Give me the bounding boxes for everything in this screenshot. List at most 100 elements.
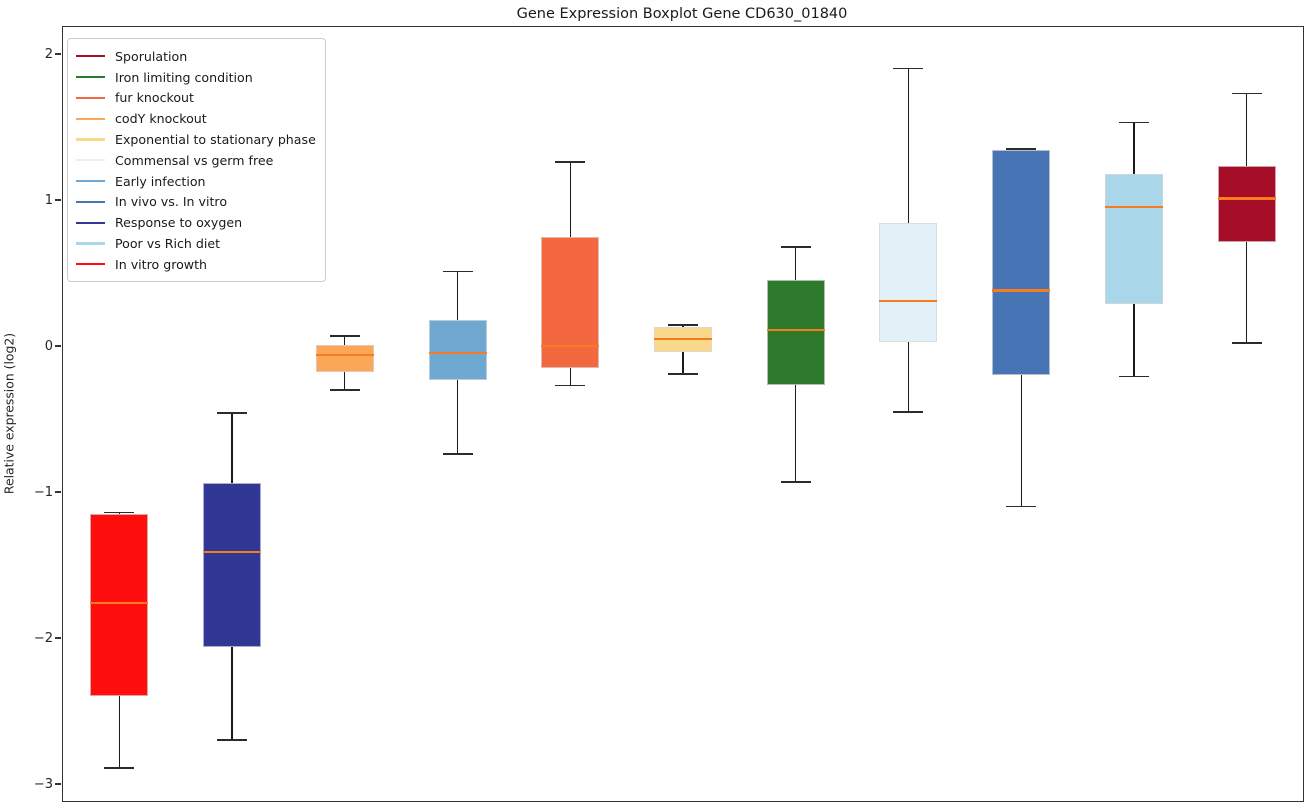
legend-item: Commensal vs germ free [76, 150, 316, 171]
whisker-cap-lower [217, 739, 248, 742]
whisker-cap-upper [1118, 121, 1149, 124]
whisker-lower [231, 646, 233, 741]
median-line [90, 601, 149, 605]
median-line [1104, 206, 1163, 209]
whisker-cap-upper [442, 270, 473, 273]
legend-color-swatch [76, 76, 105, 79]
legend-color-swatch [76, 200, 105, 204]
legend-color-swatch [76, 159, 105, 162]
y-tick-label: −2 [33, 630, 53, 646]
y-tick-mark [55, 637, 61, 639]
boxplot-box [879, 223, 938, 342]
median-line [315, 353, 374, 356]
legend-item: Early infection [76, 171, 316, 192]
whisker-cap-lower [1231, 342, 1262, 344]
legend: Sporulation Iron limiting condition fur kn… [67, 38, 326, 282]
whisker-cap-lower [1006, 505, 1037, 508]
whisker-cap-lower [780, 481, 811, 483]
legend-label: Exponential to stationary phase [115, 132, 316, 148]
median-line [1217, 197, 1276, 200]
whisker-lower [344, 372, 346, 390]
whisker-cap-upper [555, 161, 586, 163]
legend-color-swatch [76, 96, 105, 100]
whisker-upper [682, 324, 684, 328]
legend-label: Sporulation [115, 48, 188, 64]
boxplot-box [766, 280, 825, 386]
legend-item: Exponential to stationary phase [76, 129, 316, 150]
whisker-cap-upper [217, 412, 248, 414]
y-tick-mark [55, 783, 61, 785]
legend-label: Poor vs Rich diet [115, 236, 221, 252]
whisker-cap-lower [555, 384, 586, 387]
legend-item: Response to oxygen [76, 212, 316, 233]
boxplot-box [1104, 173, 1163, 304]
legend-item: Iron limiting condition [76, 67, 316, 88]
legend-color-swatch [76, 180, 105, 183]
whisker-lower [1245, 242, 1248, 344]
y-axis-label: Relative expression (log2) [1, 332, 17, 495]
boxplot-box [1217, 166, 1276, 243]
whisker-cap-upper [1006, 148, 1037, 150]
boxplot-box [428, 319, 487, 380]
whisker-lower [1133, 303, 1135, 377]
y-tick-mark [55, 53, 61, 55]
whisker-upper [907, 68, 910, 224]
legend-label: In vivo vs. In vitro [115, 194, 228, 210]
legend-item: In vitro growth [76, 254, 316, 275]
median-line [654, 337, 712, 340]
legend-item: Sporulation [76, 46, 316, 67]
median-line [203, 550, 262, 553]
whisker-cap-lower [668, 372, 698, 375]
chart-title: Gene Expression Boxplot Gene CD630_01840 [516, 6, 848, 22]
y-tick-label: 1 [44, 192, 53, 208]
whisker-cap-upper [668, 324, 698, 326]
legend-label: Early infection [115, 173, 206, 189]
whisker-cap-upper [329, 335, 360, 337]
whisker-cap-upper [893, 67, 924, 70]
legend-color-swatch [76, 117, 105, 120]
plot-area: Sporulation Iron limiting condition fur kn… [34, 26, 1304, 802]
whisker-upper [344, 335, 346, 345]
whisker-cap-lower [893, 410, 924, 413]
legend-item: In vivo vs. In vitro [76, 192, 316, 213]
whisker-cap-upper [1231, 92, 1262, 95]
legend-label: Response to oxygen [115, 215, 243, 231]
legend-label: In vitro growth [115, 256, 208, 272]
whisker-cap-upper [780, 245, 811, 248]
whisker-lower [569, 367, 571, 386]
legend-color-swatch [76, 242, 105, 245]
y-tick-label: 0 [44, 338, 53, 354]
whisker-lower [795, 385, 797, 482]
whisker-cap-lower [104, 767, 135, 769]
y-tick-mark [55, 491, 61, 493]
whisker-upper [231, 413, 233, 484]
y-tick-label: 2 [44, 46, 53, 62]
whisker-lower [118, 696, 120, 768]
y-tick-mark [55, 199, 61, 201]
whisker-upper [795, 246, 797, 281]
legend-item: Poor vs Rich diet [76, 233, 316, 254]
y-tick-label: −3 [33, 776, 53, 792]
whisker-lower [907, 341, 910, 412]
boxplot-box [203, 483, 262, 647]
boxplot-box [992, 150, 1051, 376]
median-line [766, 328, 825, 332]
median-line [541, 344, 600, 348]
whisker-lower [456, 379, 459, 455]
median-line [879, 299, 938, 302]
legend-color-swatch [76, 263, 105, 266]
boxplot-box [315, 344, 374, 373]
median-line [992, 289, 1051, 292]
whisker-cap-lower [329, 389, 360, 391]
legend-item: fur knockout [76, 88, 316, 109]
legend-label: codY knockout [115, 111, 207, 127]
whisker-lower [682, 351, 684, 374]
whisker-upper [569, 162, 571, 237]
boxplot-box [541, 236, 600, 368]
y-tick-label: −1 [33, 484, 53, 500]
whisker-upper [1245, 93, 1248, 167]
median-line [428, 352, 487, 355]
legend-item: codY knockout [76, 108, 316, 129]
whisker-lower [1020, 375, 1022, 507]
legend-color-swatch [76, 138, 105, 141]
